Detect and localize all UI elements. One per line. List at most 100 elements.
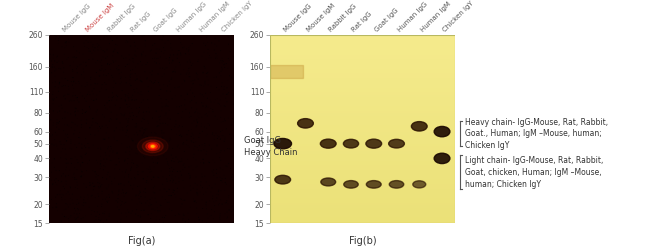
Point	[76, 174, 86, 178]
Point	[77, 84, 87, 88]
Bar	[270, 153, 455, 155]
Point	[168, 178, 179, 182]
Point	[223, 66, 233, 70]
Point	[124, 96, 134, 100]
Point	[203, 105, 213, 109]
Point	[79, 70, 89, 74]
Ellipse shape	[275, 175, 291, 184]
Point	[121, 130, 131, 134]
Point	[47, 81, 58, 85]
Point	[144, 150, 155, 154]
Point	[177, 46, 188, 50]
Point	[55, 109, 65, 113]
Point	[135, 33, 146, 37]
Point	[162, 200, 172, 204]
Point	[203, 47, 213, 51]
Point	[121, 56, 131, 60]
Point	[139, 208, 150, 212]
Point	[214, 201, 224, 205]
Point	[125, 74, 135, 78]
Point	[105, 117, 115, 121]
Point	[164, 61, 175, 65]
Point	[143, 121, 153, 125]
Point	[136, 80, 146, 84]
Point	[61, 134, 72, 138]
Point	[136, 34, 147, 38]
Point	[122, 40, 133, 44]
Point	[102, 187, 112, 191]
Point	[72, 158, 82, 162]
Point	[64, 192, 75, 196]
Point	[55, 80, 65, 84]
Point	[131, 74, 142, 78]
Point	[175, 160, 185, 164]
Point	[217, 56, 228, 60]
Point	[129, 88, 139, 92]
Point	[142, 199, 152, 203]
Bar	[270, 209, 455, 211]
Point	[157, 75, 167, 79]
Point	[146, 80, 157, 84]
Point	[206, 100, 216, 104]
Point	[176, 51, 186, 55]
Point	[65, 215, 75, 219]
Point	[189, 199, 200, 203]
Point	[99, 81, 110, 85]
Point	[174, 213, 185, 217]
Point	[174, 129, 185, 133]
Point	[157, 129, 167, 133]
Point	[135, 78, 146, 82]
Point	[151, 109, 161, 113]
Point	[122, 128, 133, 132]
Point	[47, 90, 58, 93]
Point	[146, 48, 157, 52]
Point	[162, 145, 173, 149]
Point	[164, 108, 174, 112]
Point	[165, 53, 176, 57]
Point	[124, 144, 135, 148]
Point	[151, 161, 161, 165]
Point	[205, 106, 216, 110]
Point	[123, 121, 133, 124]
Point	[213, 101, 224, 105]
Point	[189, 111, 200, 115]
Point	[228, 92, 239, 96]
Point	[61, 182, 72, 186]
Point	[125, 167, 136, 171]
Point	[187, 121, 198, 125]
Point	[57, 60, 68, 64]
Point	[62, 57, 72, 61]
Point	[61, 139, 72, 143]
Point	[70, 209, 81, 213]
Point	[176, 115, 187, 119]
Point	[166, 194, 176, 198]
Point	[127, 98, 137, 102]
Point	[83, 92, 93, 96]
Point	[194, 218, 205, 222]
Point	[95, 185, 105, 189]
Point	[224, 161, 234, 165]
Point	[211, 52, 221, 56]
Point	[107, 91, 118, 95]
Text: Chicken IgY: Chicken IgY	[442, 0, 475, 33]
Point	[141, 180, 151, 184]
Point	[226, 122, 237, 126]
Point	[218, 92, 228, 96]
Point	[196, 36, 206, 40]
Point	[126, 84, 136, 88]
Point	[59, 215, 70, 218]
Point	[144, 167, 154, 171]
Ellipse shape	[142, 140, 163, 153]
Point	[229, 120, 239, 124]
Point	[149, 151, 159, 155]
Point	[98, 176, 108, 180]
Point	[75, 164, 86, 168]
Point	[211, 55, 221, 59]
Point	[70, 216, 80, 219]
Point	[153, 176, 164, 180]
Point	[136, 79, 146, 83]
Point	[222, 210, 232, 214]
Point	[159, 131, 169, 135]
Point	[218, 59, 229, 63]
Point	[91, 175, 101, 179]
